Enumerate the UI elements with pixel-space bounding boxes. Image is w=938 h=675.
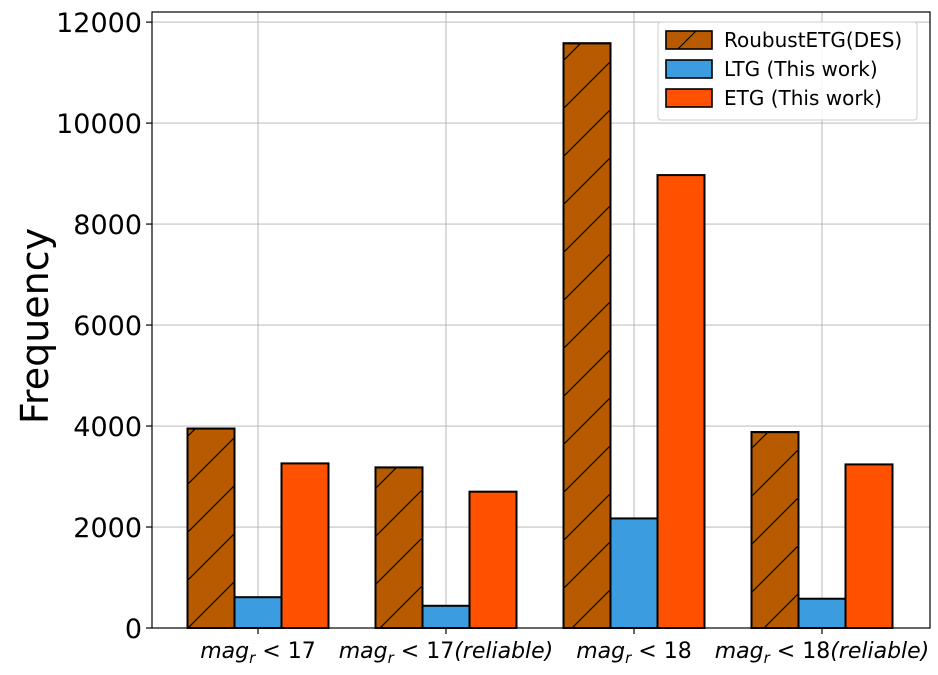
y-tick-label: 10000	[56, 109, 142, 140]
legend: RoubustETG(DES) LTG (This work) ETG (This …	[657, 21, 918, 121]
bar	[844, 463, 894, 629]
x-axis-ticks: magr < 17 magr < 17(reliable) magr < 18 mag…	[200, 628, 929, 667]
bar	[609, 517, 659, 630]
bar-hatch	[562, 42, 612, 629]
bar	[468, 490, 518, 629]
bar-hatch	[374, 466, 424, 629]
legend-swatch	[665, 30, 713, 50]
bar-hatch	[186, 427, 236, 629]
bar	[656, 174, 706, 629]
bar	[421, 604, 471, 630]
y-tick-label: 4000	[73, 412, 142, 443]
plot-frame	[151, 11, 931, 629]
x-tick-label: magr < 17	[200, 639, 315, 667]
x-tick-label: magr < 18(reliable)	[715, 639, 930, 667]
legend-box	[657, 21, 918, 121]
x-tick-label: magr < 18	[576, 639, 691, 667]
y-tick-label: 6000	[73, 311, 142, 342]
bar	[280, 462, 330, 629]
x-tick-label: magr < 17(reliable)	[339, 639, 554, 667]
y-tick-label: 0	[125, 614, 142, 645]
y-tick-label: 2000	[73, 513, 142, 544]
legend-swatch	[665, 88, 713, 108]
legend-label: RoubustETG(DES)	[724, 28, 902, 52]
bars	[186, 42, 894, 630]
bar	[797, 597, 847, 630]
legend-label: LTG (This work)	[724, 57, 878, 81]
y-tick-label: 12000	[56, 8, 142, 39]
legend-hatch-line	[677, 30, 697, 50]
legend-swatch	[665, 59, 713, 79]
y-axis-ticks: 0 2000 4000 6000 8000 10000 12000	[56, 8, 152, 645]
legend-label: ETG (This work)	[724, 86, 882, 110]
bar-hatch	[750, 431, 800, 629]
y-tick-label: 8000	[73, 210, 142, 241]
bar	[233, 596, 283, 630]
y-axis-label: Frequency	[13, 228, 57, 424]
